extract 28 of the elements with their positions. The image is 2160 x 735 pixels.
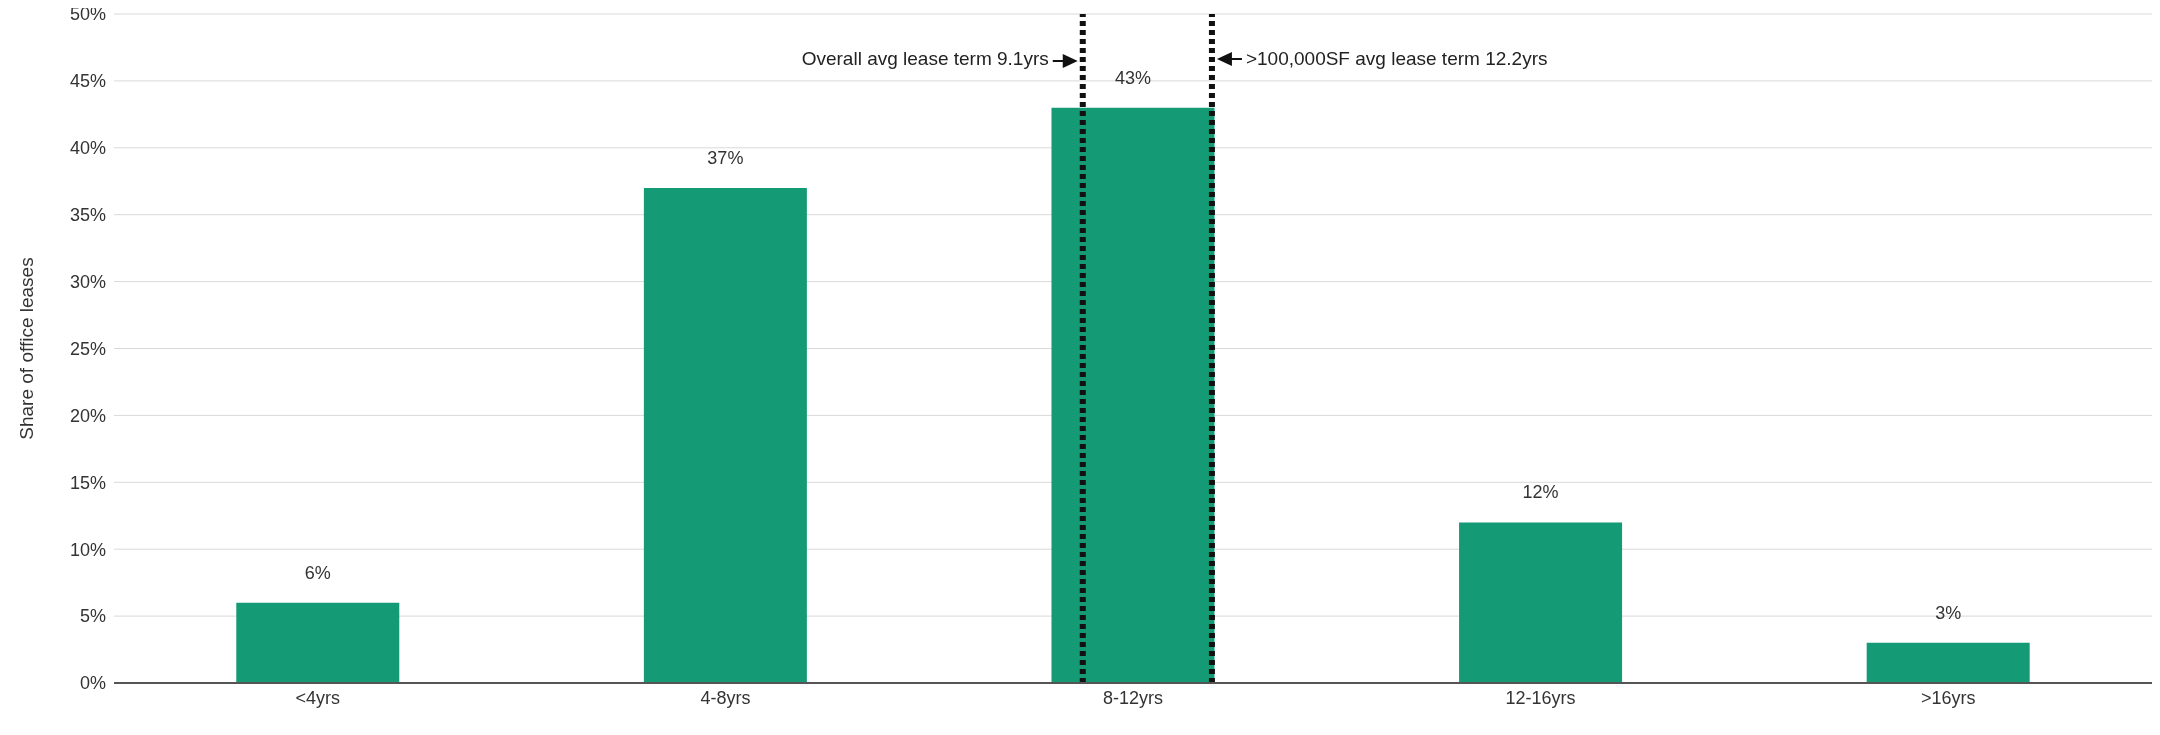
- y-tick-label: 15%: [69, 472, 106, 493]
- y-axis-title: Share of office leases: [15, 257, 37, 440]
- y-tick-label: 30%: [69, 271, 106, 292]
- y-tick-label: 35%: [69, 205, 106, 226]
- data-label: 43%: [1114, 67, 1151, 88]
- bar: [643, 187, 807, 683]
- data-label: 37%: [707, 147, 744, 168]
- x-tick-label: <4yrs: [295, 687, 341, 708]
- x-tick-label: >16yrs: [1920, 687, 1976, 708]
- y-tick-label: 50%: [69, 4, 106, 25]
- y-tick-label: 40%: [69, 138, 106, 159]
- data-label: 12%: [1522, 482, 1559, 503]
- x-tick-label: 8-12yrs: [1102, 687, 1164, 708]
- y-tick-label: 25%: [69, 338, 106, 359]
- y-tick-label: 10%: [69, 539, 106, 560]
- data-label: 6%: [304, 562, 331, 583]
- ref-line-label: Overall avg lease term 9.1yrs: [801, 48, 1049, 69]
- ref-line-label: >100,000SF avg lease term 12.2yrs: [1245, 48, 1548, 69]
- y-tick-label: 5%: [79, 606, 106, 627]
- y-tick-label: 45%: [69, 71, 106, 92]
- x-tick-label: 4-8yrs: [700, 687, 751, 708]
- data-label: 3%: [1935, 602, 1962, 623]
- x-tick-label: 12-16yrs: [1505, 687, 1576, 708]
- bar: [1459, 522, 1623, 683]
- bar: [236, 602, 400, 683]
- y-tick-label: 20%: [69, 405, 106, 426]
- y-tick-label: 0%: [79, 673, 106, 694]
- bar: [1866, 642, 2030, 683]
